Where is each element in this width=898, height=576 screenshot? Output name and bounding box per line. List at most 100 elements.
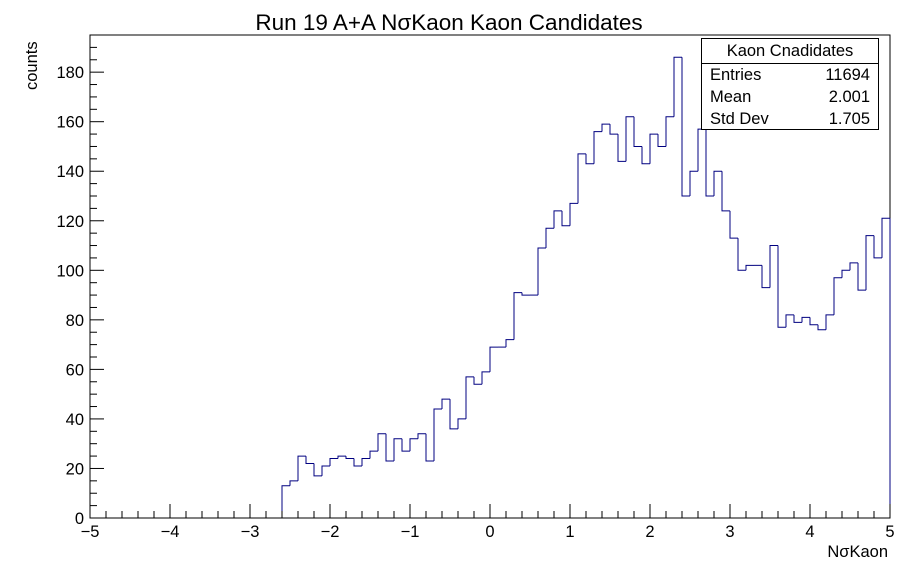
histogram-bin xyxy=(521,292,530,296)
stats-value: 2.001 xyxy=(828,88,870,106)
x-tick-label: −2 xyxy=(321,523,340,541)
y-tick-label: 180 xyxy=(56,64,84,82)
histogram-bin xyxy=(513,292,522,340)
histogram-bin xyxy=(825,314,834,330)
histogram-bin xyxy=(841,269,850,278)
histogram-bin xyxy=(769,245,778,288)
x-tick-label: 5 xyxy=(885,523,894,541)
histogram-bin xyxy=(857,262,866,291)
histogram-bin xyxy=(737,238,746,271)
x-axis-label: NσKaon xyxy=(827,543,888,561)
x-tick-label: 3 xyxy=(725,523,734,541)
stats-box: Kaon Cnadidates Entries 11694 Mean 2.001… xyxy=(701,38,879,130)
histogram-bin xyxy=(617,134,626,162)
histogram-bin xyxy=(641,146,650,165)
histogram-bin xyxy=(505,339,514,348)
histogram-bin xyxy=(601,123,610,132)
histogram-bin xyxy=(417,433,426,439)
histogram-bin xyxy=(649,133,658,164)
histogram-bin xyxy=(721,171,730,212)
stats-row-mean: Mean 2.001 xyxy=(702,86,878,108)
x-tick-label: −1 xyxy=(401,523,420,541)
y-tick-label: 60 xyxy=(66,361,84,379)
histogram-bin xyxy=(665,116,674,147)
histogram-bin xyxy=(449,399,458,430)
histogram-bin xyxy=(481,371,490,385)
histogram-bin xyxy=(385,433,394,462)
stats-key: Std Dev xyxy=(710,110,769,128)
histogram-bin xyxy=(569,202,578,226)
histogram-bin xyxy=(281,485,290,518)
histogram-bin xyxy=(377,433,386,452)
histogram-bin xyxy=(489,346,498,372)
x-tick-label: −3 xyxy=(241,523,260,541)
histogram-bin xyxy=(873,235,882,259)
histogram-bin xyxy=(353,458,362,467)
histogram-bin xyxy=(681,57,690,197)
histogram-bin xyxy=(793,314,802,323)
x-tick-label: 0 xyxy=(485,523,494,541)
y-tick-label: 0 xyxy=(75,510,84,528)
histogram-bin xyxy=(313,463,322,477)
histogram-bin xyxy=(305,456,314,465)
histogram-bin xyxy=(329,458,338,466)
histogram-bin xyxy=(441,398,450,410)
histogram-bin xyxy=(289,480,298,486)
histogram-bin xyxy=(745,264,754,271)
histogram-bin xyxy=(457,418,466,429)
y-tick-label: 160 xyxy=(56,114,84,132)
histogram-bin xyxy=(609,124,618,135)
histogram-bin xyxy=(833,277,842,315)
y-tick-label: 100 xyxy=(56,262,84,280)
histogram-bin xyxy=(801,316,810,323)
plot-area: −5 −4 −3 −2 −1 0 1 2 3 4 5 0 20 40 60 80 100 120 140 160 180 xyxy=(56,34,895,541)
histogram-bin xyxy=(625,116,634,162)
histogram-bin xyxy=(697,128,706,172)
histogram-bin xyxy=(689,170,698,196)
histogram-bin xyxy=(553,210,562,229)
histogram-bin xyxy=(777,245,786,328)
x-tick-label: −4 xyxy=(161,523,180,541)
y-axis-label: counts xyxy=(23,41,41,90)
histogram-bin xyxy=(673,56,682,117)
histogram-bin xyxy=(409,438,418,452)
histogram-bin xyxy=(785,314,794,328)
histogram-bin xyxy=(849,262,858,271)
x-tick-label: 2 xyxy=(645,523,654,541)
stats-key: Entries xyxy=(710,66,762,84)
y-tick-label: 20 xyxy=(66,460,84,478)
histogram-bin xyxy=(817,324,826,331)
y-tick-label: 120 xyxy=(56,213,84,231)
histogram-bin xyxy=(465,376,474,419)
histogram-bin xyxy=(865,235,874,291)
histogram-bin xyxy=(545,227,554,249)
stats-title: Kaon Cnadidates xyxy=(702,39,878,64)
y-tick-label: 40 xyxy=(66,411,84,429)
histogram-bin xyxy=(297,455,306,481)
stats-value: 11694 xyxy=(825,66,870,84)
stats-key: Mean xyxy=(710,88,752,106)
histogram-bin xyxy=(369,450,378,459)
histogram-bin xyxy=(425,433,434,462)
histogram-bin xyxy=(657,134,666,147)
histogram-bin xyxy=(713,170,722,196)
histogram-bin xyxy=(321,465,330,476)
histogram-bin xyxy=(473,376,482,385)
histogram-bin xyxy=(881,217,890,258)
histogram-bin xyxy=(393,438,402,462)
histogram-bin xyxy=(577,153,586,204)
stats-row-stddev: Std Dev 1.705 xyxy=(702,108,878,130)
histogram-bin xyxy=(337,455,346,459)
chart-title: Run 19 A+A NσKaon Kaon Candidates xyxy=(255,10,642,35)
stats-value: 1.705 xyxy=(828,110,870,128)
histogram-bin xyxy=(729,210,738,239)
x-tick-label: 1 xyxy=(565,523,574,541)
histogram-bin xyxy=(561,210,570,227)
histogram-bin xyxy=(593,131,602,164)
histogram-bin xyxy=(433,408,442,462)
stats-row-entries: Entries 11694 xyxy=(702,64,878,86)
histogram-bin xyxy=(809,317,818,326)
y-tick-label: 140 xyxy=(56,163,84,181)
histogram-bin xyxy=(401,438,410,452)
